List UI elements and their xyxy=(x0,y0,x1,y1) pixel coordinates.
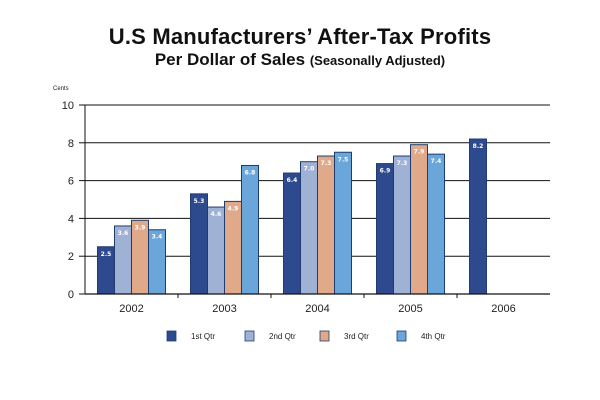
bar-4th-qtr-2003 xyxy=(241,164,259,295)
x-tick-label: 2002 xyxy=(119,303,143,315)
data-label: 8.2 xyxy=(473,143,484,150)
bar-3rd-qtr-2005 xyxy=(410,144,428,295)
subtitle-main: Per Dollar of Sales xyxy=(154,50,306,69)
bar-1st-qtr-2003 xyxy=(190,193,208,295)
y-tick-label: 6 xyxy=(68,176,74,188)
y-tick-label: 8 xyxy=(68,138,74,150)
bar-2nd-qtr-2004 xyxy=(300,161,318,295)
legend-swatch-1 xyxy=(166,330,177,342)
bar-4th-qtr-2004 xyxy=(334,151,352,295)
data-label: 3.9 xyxy=(135,224,146,231)
y-tick-label: 4 xyxy=(68,213,74,225)
data-label: 7.9 xyxy=(414,149,425,156)
y-tick-label: 2 xyxy=(68,251,74,263)
data-label: 3.6 xyxy=(118,230,129,237)
y-tick-label: 0 xyxy=(68,289,74,301)
bars: 2.5 3.6 3.9 3.4 5.3 4.6 4.9 6.8 6.4 7.0 7.3 7.5 6.9 7… xyxy=(97,138,487,295)
bar-2nd-qtr-2003 xyxy=(207,206,225,295)
data-label: 3.4 xyxy=(152,234,163,241)
axes: 0 2 4 6 8 10 Cents 2002 2003 2004 2005 2006 xyxy=(53,86,550,315)
data-label: 7.0 xyxy=(304,166,315,173)
legend-swatch-3 xyxy=(319,330,330,342)
data-label: 7.5 xyxy=(338,156,349,163)
data-label: 7.3 xyxy=(397,160,408,167)
data-label: 2.5 xyxy=(101,251,112,258)
bar-1st-qtr-2004 xyxy=(283,172,301,295)
legend-label-2: 2nd Qtr xyxy=(269,332,296,341)
y-axis-label: Cents xyxy=(53,86,69,92)
legend-label-4: 4th Qtr xyxy=(421,332,446,341)
bar-1st-qtr-2005 xyxy=(376,163,394,295)
bar-3rd-qtr-2002 xyxy=(131,219,149,295)
legend-swatch-4 xyxy=(396,330,407,342)
subtitle-note: (Seasonally Adjusted) xyxy=(309,53,446,68)
data-label: 4.6 xyxy=(211,211,222,218)
y-tick-label: 10 xyxy=(62,100,74,112)
chart-title: U.S Manufacturers’ After-Tax Profits xyxy=(108,24,492,49)
legend-swatch-2 xyxy=(244,330,255,342)
data-label: 6.4 xyxy=(287,177,298,184)
bar-2nd-qtr-2005 xyxy=(393,155,411,295)
data-label: 6.9 xyxy=(380,168,391,175)
x-tick-label: 2006 xyxy=(491,303,515,315)
data-label: 6.8 xyxy=(245,169,256,176)
x-tick-label: 2004 xyxy=(305,303,329,315)
bar-3rd-qtr-2003 xyxy=(224,200,242,295)
x-tick-label: 2005 xyxy=(398,303,422,315)
bar-3rd-qtr-2004 xyxy=(317,155,335,295)
legend-label-3: 3rd Qtr xyxy=(344,332,369,341)
x-tick-label: 2003 xyxy=(212,303,236,315)
data-label: 5.3 xyxy=(194,198,205,205)
legend: 1st Qtr 2nd Qtr 3rd Qtr 4th Qtr xyxy=(166,330,446,342)
bar-4th-qtr-2005 xyxy=(427,153,445,295)
data-label: 4.9 xyxy=(228,205,239,212)
chart-subtitle: Per Dollar of Sales (Seasonally Adjusted… xyxy=(0,50,600,70)
legend-label-1: 1st Qtr xyxy=(191,332,215,341)
bar-1st-qtr-2006 xyxy=(469,138,487,295)
data-label: 7.3 xyxy=(321,160,332,167)
data-label: 7.4 xyxy=(431,158,442,165)
